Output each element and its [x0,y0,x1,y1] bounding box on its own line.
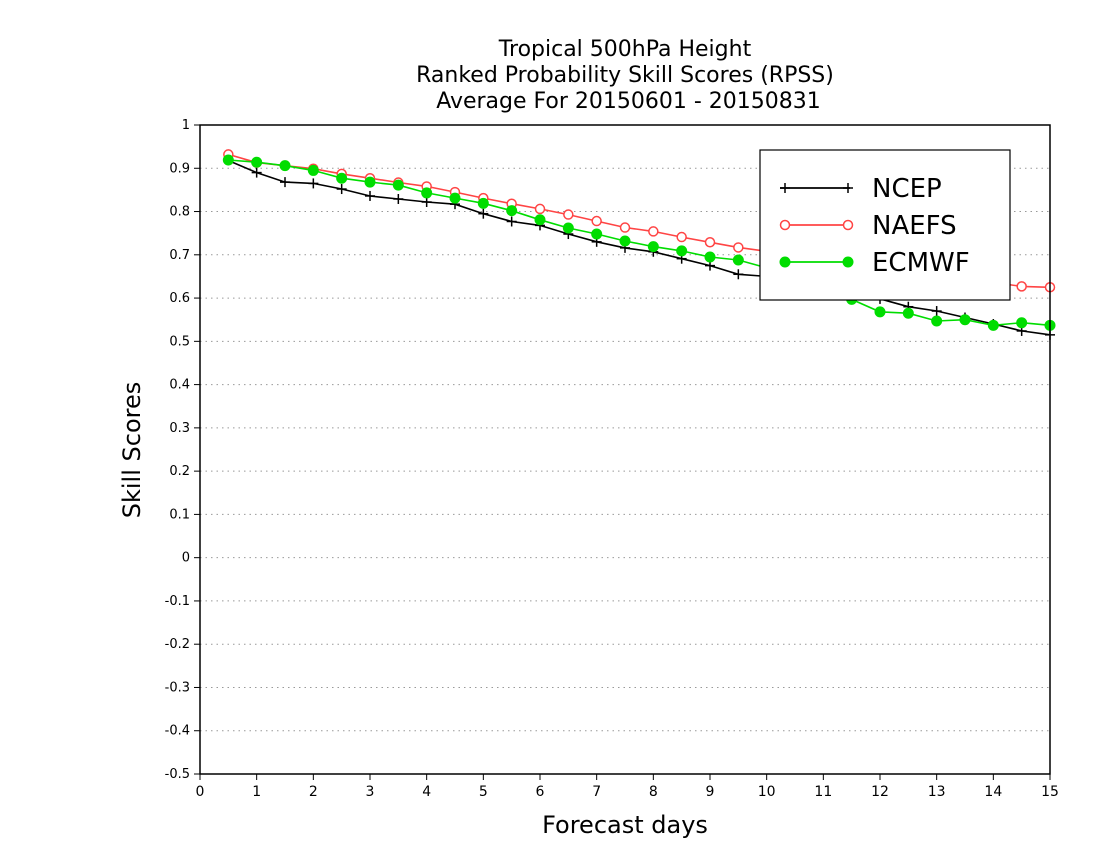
naefs-point [1016,281,1027,292]
x-tick-label: 12 [871,784,889,800]
ecmwf-point [959,314,971,326]
ncep-point [478,208,489,219]
ecmwf-point [279,160,291,172]
ecmwf-point [506,205,518,217]
y-tick-label: 0.3 [169,421,190,436]
chart-title-line-1: Tropical 500hPa Height [498,37,752,62]
ncep-point [931,306,942,317]
ncep-point [733,269,744,280]
ecmwf-point [421,187,433,199]
ecmwf-point [336,172,348,184]
y-tick-label: 0.8 [169,205,190,220]
naefs-point [534,203,546,215]
y-tick-label: -0.5 [165,767,190,782]
legend-ecmwf-marker-start [779,256,791,268]
legend-ncep-marker-start [780,183,790,193]
ecmwf-point [449,192,461,204]
ncep-point [365,190,375,201]
chart-title-line-3: Average For 20150601 - 20150831 [429,89,821,114]
x-tick-label: 9 [706,784,715,800]
legend-naefs-label: NAEFS [872,211,957,241]
y-tick-label: 0.5 [169,334,190,349]
x-tick-label: 7 [592,784,601,800]
x-tick-label: 1 [252,784,261,800]
y-tick-label: 0.9 [169,161,190,176]
chart-title-line-2: Ranked Probability Skill Scores (RPSS) [416,63,834,88]
y-tick-label: 0.6 [169,291,190,306]
ecmwf-point [704,251,716,263]
x-tick-label: 5 [479,784,488,800]
x-tick-label: 13 [928,784,946,800]
x-tick-label: 4 [422,784,431,800]
y-axis-label: Skill Scores [118,382,146,519]
ecmwf-point [392,179,404,191]
x-tick-label: 15 [1041,784,1059,800]
ecmwf-point [902,307,914,319]
ecmwf-point [732,254,744,266]
naefs-point [619,222,631,233]
axes-group: 1 0.9 0.8 0.7 0.6 0.5 0.4 0.3 0.2 0.1 0 -0.1 -0.2 -0.… [165,118,1059,800]
legend-naefs-marker-start [779,219,791,231]
ecmwf-point [676,245,688,257]
plot-frame [199,124,1051,775]
legend-ncep-marker-end [843,183,853,193]
y-tick-label: -0.2 [165,637,190,652]
legend-naefs-marker-end [842,219,854,231]
y-tick-label: 0.7 [169,248,190,263]
y-tick-label: 0 [182,551,190,566]
x-tick-label: 3 [366,784,375,800]
naefs-point [563,209,574,220]
x-tick-label: 10 [758,784,776,800]
ncep-point [308,178,319,189]
ncep-point [506,216,517,227]
ecmwf-point [591,228,603,240]
x-tick-label: 11 [814,784,832,800]
ecmwf-point [647,241,659,253]
ecmwf-point [1016,317,1028,329]
ecmwf-point [562,222,574,234]
x-axis-label: Forecast days [542,811,708,839]
naefs-point [733,242,744,253]
ecmwf-point [619,235,631,247]
naefs-point [591,215,602,227]
naefs-point [648,226,659,237]
ecmwf-point [534,214,546,226]
y-tick-label: 0.4 [169,378,190,393]
legend-ecmwf-label: ECMWF [872,248,970,278]
legend: NCEP NAEFS ECMWF [759,149,1011,301]
ecmwf-point [477,197,489,209]
x-tick-label: 2 [309,784,318,800]
ncep-point [251,167,262,178]
y-tick-label: -0.4 [165,724,190,739]
ecmwf-point [364,176,376,188]
x-tick-label: 6 [536,784,545,800]
ecmwf-point [931,315,943,327]
y-tick-label: 0.1 [169,507,190,522]
ncep-point [393,193,404,204]
y-tick-label: -0.1 [165,594,190,609]
y-tick-label: 1 [182,118,190,133]
y-tick-label: -0.3 [165,680,190,695]
ecmwf-point [222,154,234,166]
x-tick-label: 0 [196,784,205,800]
x-tick-label: 8 [649,784,658,800]
naefs-point [676,231,687,243]
ecmwf-point [251,156,263,168]
naefs-point [704,237,716,248]
ncep-point [421,197,432,208]
grid-lines [200,167,1050,732]
x-tick-label: 14 [984,784,1002,800]
ncep-point [336,184,347,195]
ncep-point [280,177,290,188]
ecmwf-point [307,164,319,176]
legend-ecmwf-marker-end [842,256,854,268]
ecmwf-point [874,306,886,318]
ecmwf-point [987,319,999,331]
legend-ncep-label: NCEP [872,174,942,204]
y-tick-label: 0.2 [169,464,190,479]
